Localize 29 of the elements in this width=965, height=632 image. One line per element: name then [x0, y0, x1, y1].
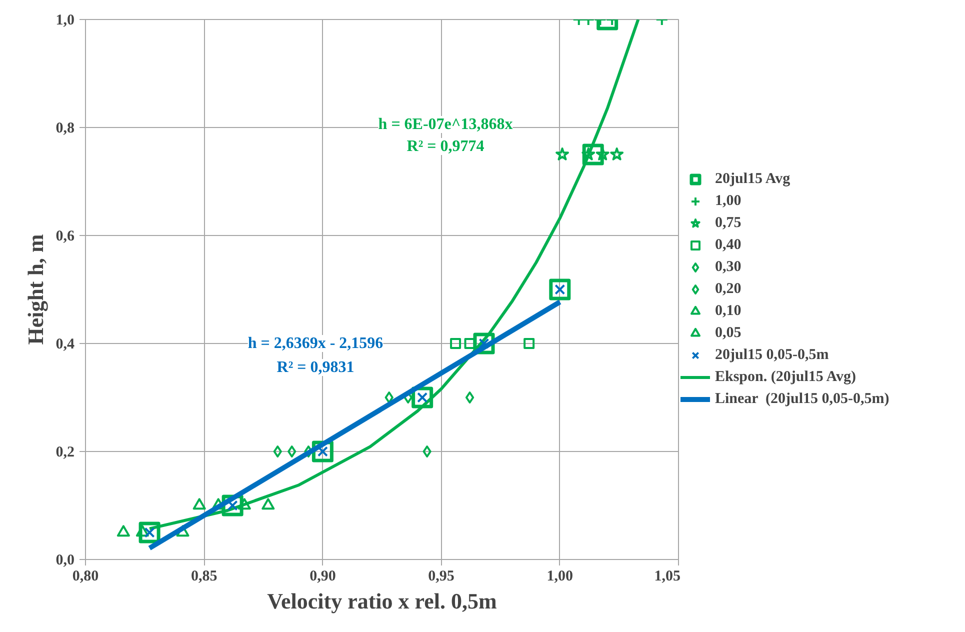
x-tick-label: 1,05 [654, 568, 680, 584]
legend-label: 0,20 [715, 280, 742, 298]
y-tick-label: 0,0 [56, 552, 74, 568]
legend-label: 0,40 [715, 236, 742, 254]
legend-label: 1,00 [715, 192, 742, 210]
y-tick-label: 0,8 [56, 120, 74, 136]
legend-label: Linear (20jul15 0,05-0,5m) [715, 390, 890, 408]
annotation: h = 6E-07e^13,868x [378, 116, 513, 133]
legend-label: Ekspon. (20jul15 Avg) [715, 368, 856, 386]
annotation: R² = 0,9774 [406, 138, 484, 155]
x-axis-title: Velocity ratio x rel. 0,5m [267, 588, 497, 614]
x-tick-label: 0,80 [72, 568, 99, 584]
legend-label: 0,30 [715, 258, 742, 276]
x-tick-label: 0,85 [190, 568, 218, 584]
legend-label: 20jul15 Avg [715, 170, 790, 188]
y-tick-label: 1,0 [56, 12, 74, 28]
x-tick-label: 0,90 [310, 568, 336, 584]
x-tick-label: 1,00 [546, 568, 574, 584]
legend-label: 20jul15 0,05-0,5m [715, 346, 829, 364]
legend-label: 0,10 [715, 302, 742, 320]
legend-label: 0,05 [715, 324, 742, 342]
y-tick-label: 0,6 [56, 228, 75, 244]
y-tick-label: 0,2 [56, 444, 74, 460]
x-tick-label: 0,95 [428, 568, 454, 584]
annotation: h = 2,6369x - 2,1596 [248, 335, 384, 352]
annotation: R² = 0,9831 [276, 359, 354, 376]
legend-label: 0,75 [715, 214, 742, 232]
y-axis-title: Height h, m [22, 234, 48, 345]
y-tick-label: 0,4 [56, 336, 75, 352]
